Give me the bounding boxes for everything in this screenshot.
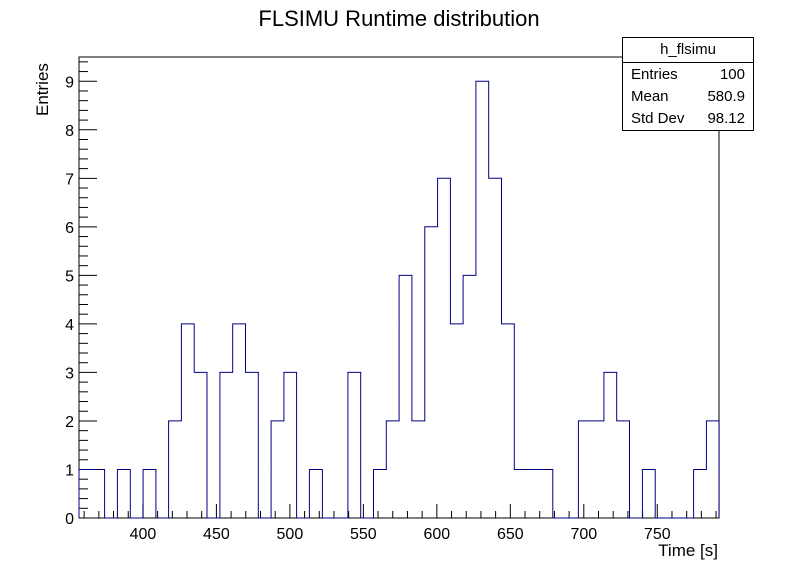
x-axis: 400 450 500 550 600 650 700 750 [83, 504, 717, 543]
stats-value: 100 [719, 66, 745, 83]
y-tick-label: 4 [65, 317, 74, 334]
y-tick-label: 1 [65, 462, 74, 479]
stats-label: Std Dev [631, 110, 685, 127]
y-tick-label: 9 [65, 74, 74, 91]
y-tick-label: 6 [65, 220, 74, 237]
stats-label: Entries [631, 66, 678, 83]
stats-row-entries: Entries 100 [623, 63, 753, 85]
x-tick-label: 500 [277, 526, 304, 543]
y-axis: 0 1 2 3 4 5 6 7 8 9 [65, 61, 97, 528]
x-tick-label: 600 [423, 526, 450, 543]
y-tick-label: 2 [65, 414, 74, 431]
y-tick-label: 7 [65, 171, 74, 188]
y-axis-label: Entries [33, 63, 52, 116]
stats-row-std-dev: Std Dev 98.12 [623, 107, 753, 129]
y-tick-label: 0 [65, 511, 74, 528]
y-tick-label: 5 [65, 268, 74, 285]
y-tick-label: 8 [65, 123, 74, 140]
x-tick-label: 650 [497, 526, 524, 543]
x-tick-label: 550 [350, 526, 377, 543]
stats-value: 580.9 [707, 88, 745, 105]
x-tick-label: 450 [203, 526, 230, 543]
x-axis-label: Time [s] [658, 541, 718, 560]
stats-label: Mean [631, 88, 669, 105]
stats-row-mean: Mean 580.9 [623, 85, 753, 107]
chart-title: FLSIMU Runtime distribution [258, 6, 540, 31]
x-tick-label: 700 [570, 526, 597, 543]
plot-frame [78, 56, 720, 519]
stats-histogram-name: h_flsimu [623, 38, 753, 63]
stats-box: h_flsimu Entries 100 Mean 580.9 Std Dev … [622, 37, 754, 131]
y-tick-label: 3 [65, 365, 74, 382]
x-tick-label: 750 [644, 526, 671, 543]
stats-value: 98.12 [707, 110, 745, 127]
histogram-series [78, 80, 720, 519]
x-tick-label: 400 [130, 526, 157, 543]
